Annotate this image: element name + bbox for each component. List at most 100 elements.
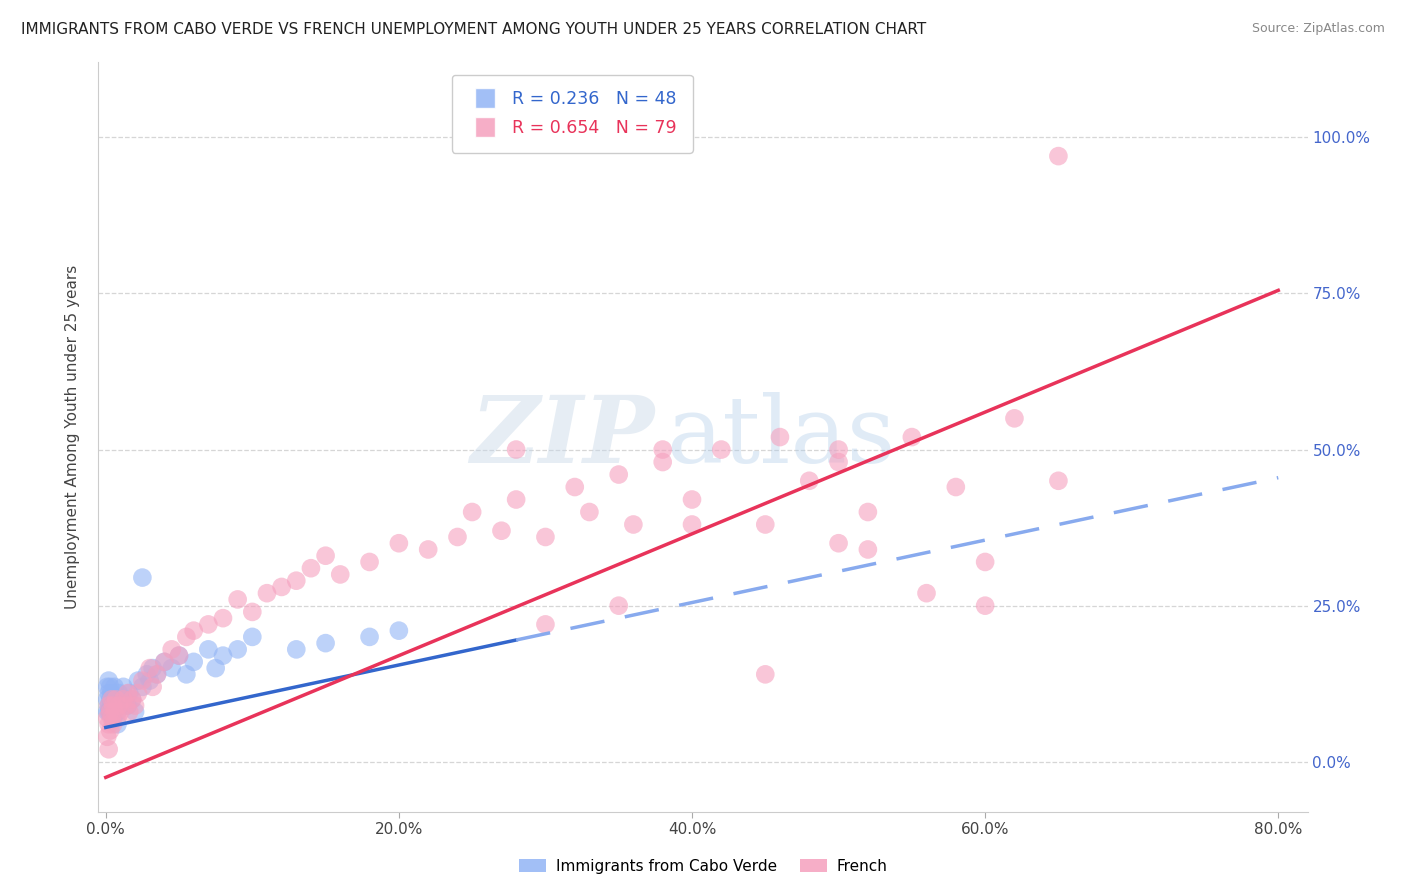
Point <box>97 686 120 700</box>
Point <box>204 661 226 675</box>
Point <box>98 680 121 694</box>
Point <box>315 636 337 650</box>
Point <box>96 692 118 706</box>
Point <box>98 705 121 719</box>
Point <box>131 680 153 694</box>
Point <box>799 474 821 488</box>
Point <box>107 711 129 725</box>
Point <box>98 723 121 738</box>
Point <box>299 561 322 575</box>
Point <box>915 586 938 600</box>
Point <box>212 648 235 663</box>
Point <box>101 717 124 731</box>
Point <box>754 667 776 681</box>
Point <box>183 655 205 669</box>
Point <box>329 567 352 582</box>
Point <box>621 517 644 532</box>
Point <box>270 580 292 594</box>
Point <box>138 673 160 688</box>
Point <box>101 692 124 706</box>
Point <box>142 661 165 675</box>
Point <box>121 692 143 706</box>
Point <box>226 642 249 657</box>
Point <box>1047 474 1070 488</box>
Point <box>103 680 125 694</box>
Point <box>146 667 169 681</box>
Point <box>945 480 967 494</box>
Point <box>315 549 337 563</box>
Point <box>97 673 120 688</box>
Point <box>121 692 143 706</box>
Point <box>681 517 703 532</box>
Point <box>388 536 411 550</box>
Point <box>97 717 120 731</box>
Point <box>1004 411 1026 425</box>
Point <box>974 555 997 569</box>
Text: Source: ZipAtlas.com: Source: ZipAtlas.com <box>1251 22 1385 36</box>
Point <box>901 430 924 444</box>
Point <box>118 686 141 700</box>
Point <box>153 655 176 669</box>
Point <box>578 505 600 519</box>
Point <box>534 617 557 632</box>
Point <box>97 698 120 713</box>
Point <box>418 542 440 557</box>
Point <box>359 630 381 644</box>
Point <box>681 492 703 507</box>
Point <box>107 717 129 731</box>
Point <box>212 611 235 625</box>
Point <box>176 667 198 681</box>
Point <box>105 692 128 706</box>
Point <box>710 442 733 457</box>
Point <box>226 592 249 607</box>
Text: ZIP: ZIP <box>471 392 655 482</box>
Point <box>505 442 527 457</box>
Point <box>491 524 513 538</box>
Point <box>197 642 219 657</box>
Point <box>176 630 198 644</box>
Point <box>127 673 149 688</box>
Point <box>101 698 124 713</box>
Point <box>138 661 160 675</box>
Point <box>114 692 136 706</box>
Point <box>117 698 139 713</box>
Point <box>607 599 630 613</box>
Point <box>103 705 125 719</box>
Point <box>135 667 157 681</box>
Point <box>101 711 124 725</box>
Point <box>285 574 308 588</box>
Point <box>240 630 263 644</box>
Point <box>564 480 586 494</box>
Point <box>110 705 132 719</box>
Point <box>98 705 121 719</box>
Point <box>105 692 128 706</box>
Point <box>100 686 122 700</box>
Point <box>534 530 557 544</box>
Point <box>754 517 776 532</box>
Point <box>651 455 673 469</box>
Text: atlas: atlas <box>666 392 896 482</box>
Point <box>651 442 673 457</box>
Point <box>607 467 630 482</box>
Point <box>124 705 146 719</box>
Point <box>446 530 468 544</box>
Point <box>124 698 146 713</box>
Point <box>112 692 135 706</box>
Point <box>856 542 879 557</box>
Point <box>108 686 131 700</box>
Point <box>117 686 139 700</box>
Point <box>461 505 484 519</box>
Point <box>827 455 849 469</box>
Point <box>97 698 120 713</box>
Point <box>97 705 120 719</box>
Point <box>127 686 149 700</box>
Y-axis label: Unemployment Among Youth under 25 years: Unemployment Among Youth under 25 years <box>65 265 80 609</box>
Point <box>131 571 153 585</box>
Point <box>115 698 138 713</box>
Point <box>108 698 131 713</box>
Point <box>256 586 278 600</box>
Point <box>388 624 411 638</box>
Point <box>100 698 122 713</box>
Point <box>285 642 308 657</box>
Point <box>856 505 879 519</box>
